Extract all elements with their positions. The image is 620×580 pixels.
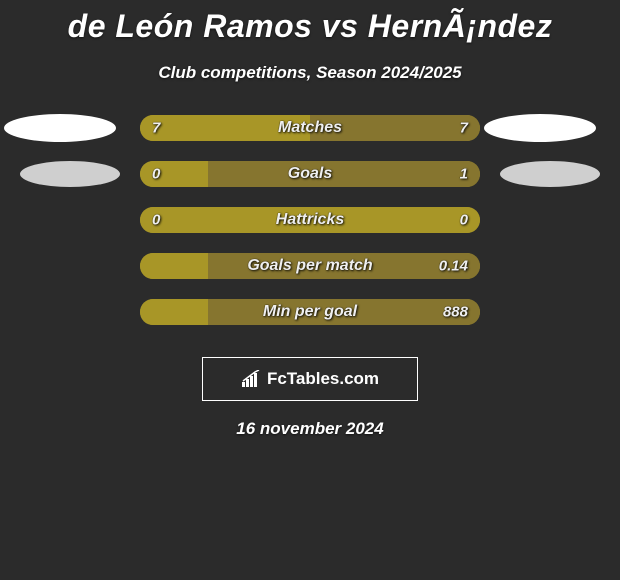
stat-label: Goals per match — [247, 257, 372, 275]
stat-bar-track: Hattricks 0 0 — [140, 207, 480, 233]
stat-value-right: 0.14 — [439, 258, 468, 275]
stat-row: Goals per match 0.14 — [0, 253, 620, 279]
stat-bar-track: Matches 7 7 — [140, 115, 480, 141]
stat-label: Min per goal — [263, 303, 357, 321]
subtitle: Club competitions, Season 2024/2025 — [0, 63, 620, 83]
stat-label: Matches — [278, 119, 342, 137]
stat-bar-track: Goals 0 1 — [140, 161, 480, 187]
brand-logo: FcTables.com — [241, 369, 379, 389]
page-title: de León Ramos vs HernÃ¡ndez — [0, 0, 620, 45]
stat-label: Goals — [288, 165, 332, 183]
stat-bar-track: Goals per match 0.14 — [140, 253, 480, 279]
brand-text: FcTables.com — [267, 369, 379, 389]
player-ellipse-left-1 — [20, 161, 120, 187]
stat-value-right: 1 — [460, 166, 468, 183]
comparison-chart: Matches 7 7 Goals 0 1 Hattricks 0 0 Goals per mat… — [0, 115, 620, 345]
stat-row: Min per goal 888 — [0, 299, 620, 325]
stat-bar-right-fill — [208, 161, 480, 187]
stat-value-right: 0 — [460, 212, 468, 229]
stat-value-right: 7 — [460, 120, 468, 137]
stat-label: Hattricks — [276, 211, 344, 229]
stat-bar-left-fill — [140, 253, 208, 279]
player-ellipse-right-0 — [484, 114, 596, 142]
stat-row: Hattricks 0 0 — [0, 207, 620, 233]
player-ellipse-left-0 — [4, 114, 116, 142]
stat-bar-track: Min per goal 888 — [140, 299, 480, 325]
stat-value-left: 7 — [152, 120, 160, 137]
footer-date: 16 november 2024 — [0, 419, 620, 439]
stat-value-left: 0 — [152, 212, 160, 229]
player-ellipse-right-1 — [500, 161, 600, 187]
stat-bar-left-fill — [140, 161, 208, 187]
brand-box[interactable]: FcTables.com — [202, 357, 418, 401]
bars-icon — [241, 370, 263, 388]
stat-value-left: 0 — [152, 166, 160, 183]
stat-bar-left-fill — [140, 299, 208, 325]
stat-value-right: 888 — [443, 304, 468, 321]
